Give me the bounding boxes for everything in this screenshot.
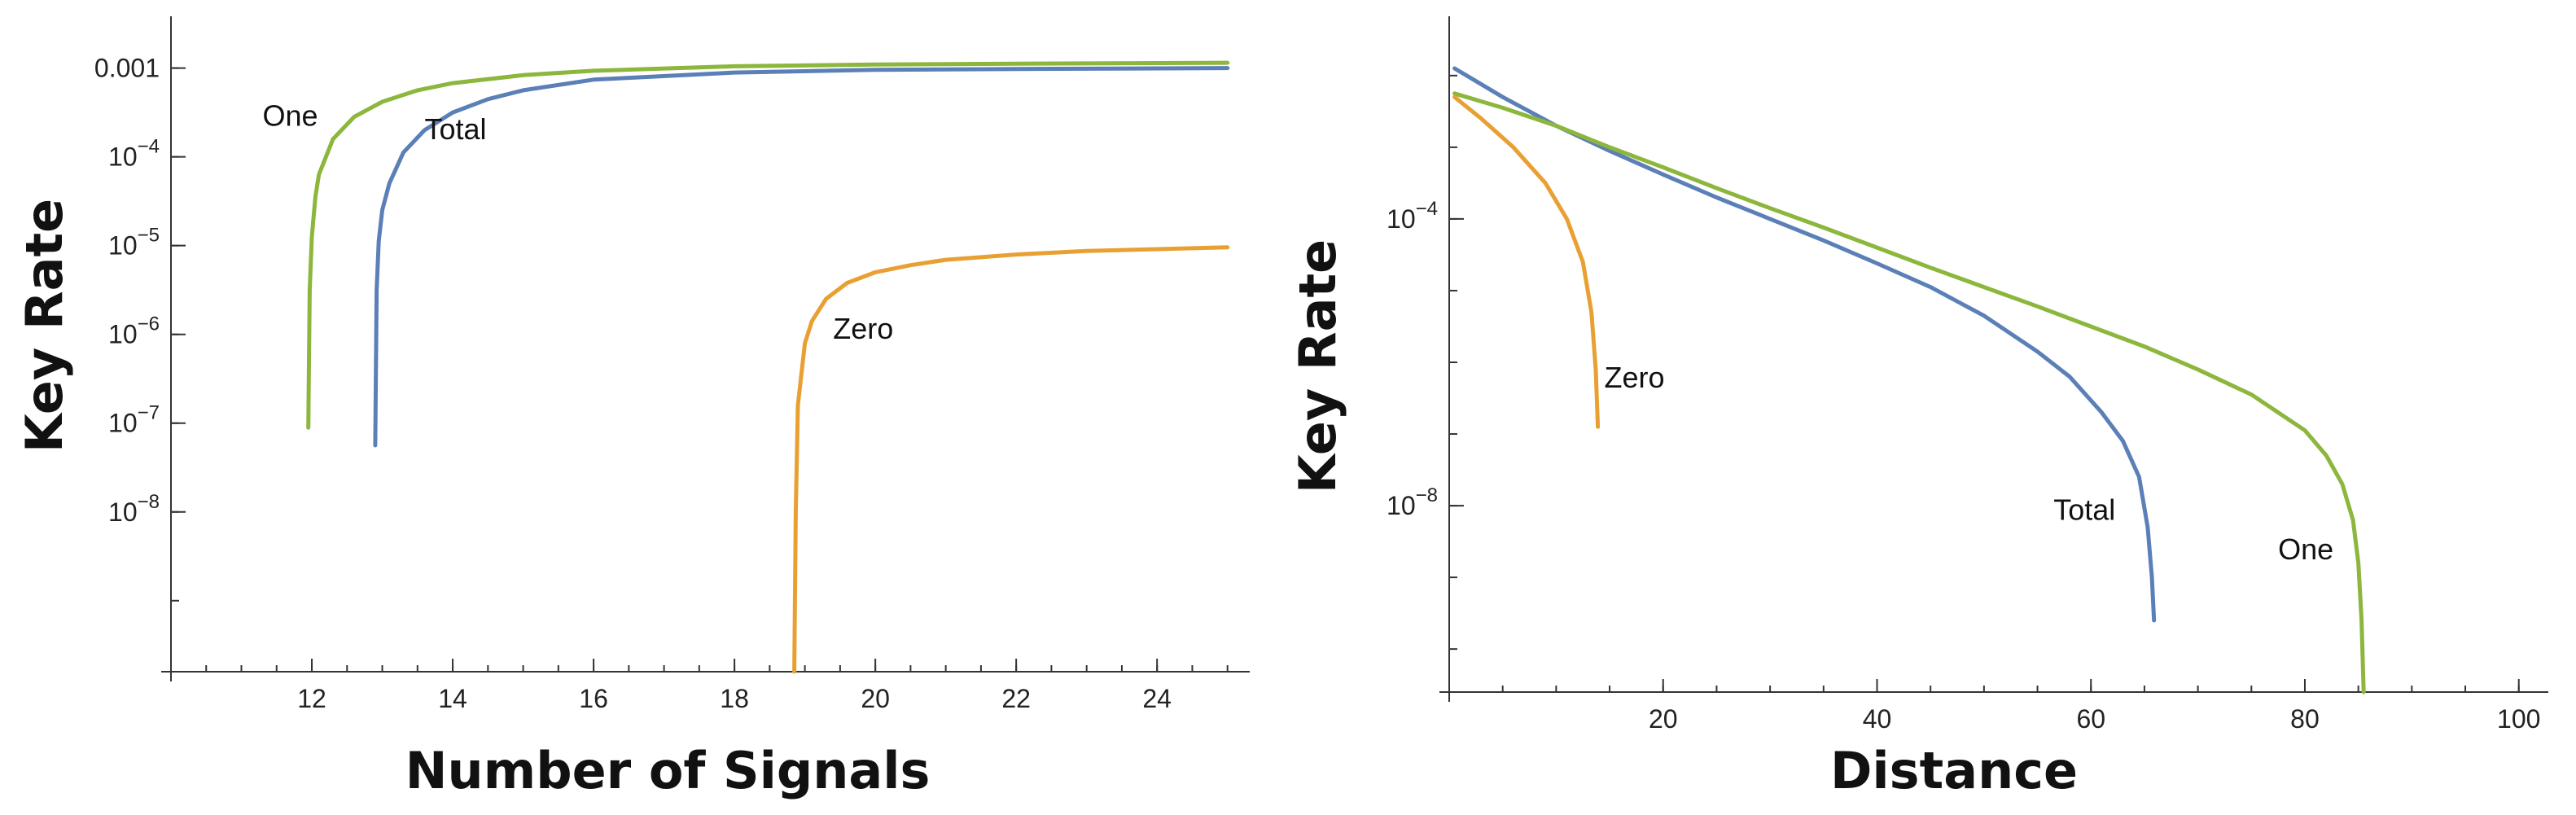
x-tick-label: 80	[2290, 704, 2320, 734]
series-label-total: Total	[2053, 493, 2115, 527]
series-label-zero: Zero	[833, 312, 893, 345]
x-tick-label: 14	[438, 684, 467, 713]
x-tick-label: 20	[861, 684, 890, 713]
series-label-one: One	[2278, 532, 2333, 566]
x-tick-label: 22	[1001, 684, 1031, 713]
chart-distance: 20 40 60 80 100 10−4 10−8 Total One Zero Distanc…	[1288, 16, 2548, 800]
x-tick-label: 16	[579, 684, 608, 713]
y-tick-label: 0.001	[94, 54, 160, 83]
series-line-one	[1452, 91, 2366, 695]
x-tick-label: 40	[1863, 704, 1892, 734]
series-line-total	[1452, 66, 2157, 623]
y-tick-label: 10−8	[1387, 484, 1438, 520]
y-tick-label: 10−5	[108, 225, 160, 261]
x-tick-label: 24	[1142, 684, 1172, 713]
x-tick-label: 20	[1649, 704, 1678, 734]
x-tick-label: 100	[2497, 704, 2540, 734]
y-tick-label: 10−6	[108, 313, 160, 349]
series-line-zero	[1452, 94, 1601, 429]
y-axis-title: Key Rate	[15, 199, 74, 453]
y-tick-label: 10−4	[108, 136, 160, 172]
series-line-total	[373, 66, 1230, 448]
x-axis-title: Number of Signals	[405, 741, 931, 800]
series-label-zero: Zero	[1604, 361, 1664, 394]
chart-number-of-signals: 12 14 16 18 20 22 240.00110−410−510−610−710−8 …	[15, 16, 1250, 800]
series-line-one	[306, 60, 1230, 430]
y-axis-title: Key Rate	[1288, 239, 1347, 493]
series-label-total: Total	[424, 112, 486, 146]
x-axis-title: Distance	[1830, 741, 2078, 800]
y-tick-label: 10−4	[1387, 198, 1438, 234]
x-tick-label: 18	[720, 684, 749, 713]
series-line-zero	[792, 245, 1230, 674]
x-tick-label: 12	[297, 684, 326, 713]
y-tick-label: 10−7	[108, 402, 160, 438]
series-label-one: One	[262, 99, 318, 132]
x-tick-label: 60	[2076, 704, 2105, 734]
y-tick-label: 10−8	[108, 491, 160, 527]
